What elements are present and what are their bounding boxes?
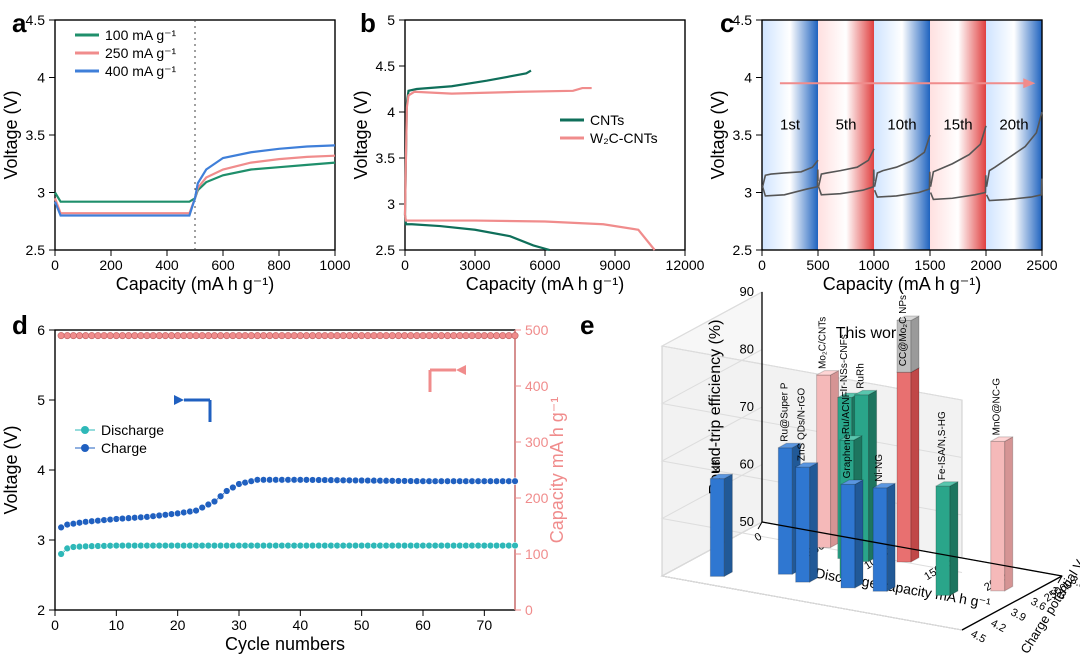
svg-text:Ni-NG: Ni-NG [874,454,885,482]
svg-text:Mo₂C/CNTs: Mo₂C/CNTs [818,317,829,369]
svg-text:RuRh: RuRh [856,363,867,389]
svg-text:4.2: 4.2 [989,617,1008,635]
svg-text:3.9: 3.9 [1009,606,1028,624]
svg-text:KB: KB [711,459,722,473]
svg-text:70: 70 [740,399,754,414]
svg-text:CC@Mo₂C NPs: CC@Mo₂C NPs [898,295,909,366]
svg-text:Fe-ISA/N,S-HG: Fe-ISA/N,S-HG [937,411,948,480]
svg-text:MnO@NC-G: MnO@NC-G [992,378,1003,436]
svg-text:Graphene: Graphene [842,433,853,478]
svg-text:Ir-NSs-CNFs: Ir-NSs-CNFs [839,334,850,391]
svg-text:4.5: 4.5 [969,628,988,646]
svg-text:80: 80 [740,342,754,357]
svg-text:Ru@Super P: Ru@Super P [779,382,790,441]
svg-text:60: 60 [740,457,754,472]
svg-text:ZnS QDs/N-rGO: ZnS QDs/N-rGO [797,388,808,462]
figure: a020040060080010002.533.544.5Capacity (m… [0,0,1080,662]
svg-text:Ru/ACNF: Ru/ACNF [841,391,852,434]
panel-e: 506070809005000100001500020000250003.03.… [0,0,1080,662]
svg-text:50: 50 [740,514,754,529]
svg-text:90: 90 [740,284,754,299]
